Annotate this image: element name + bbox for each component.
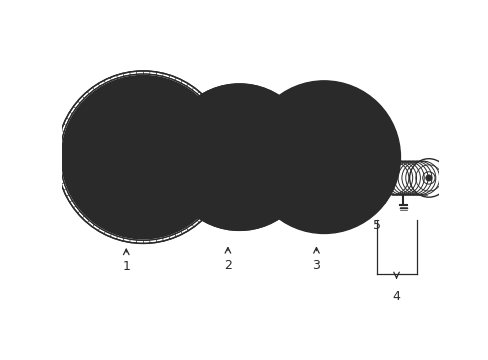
Circle shape: [235, 153, 243, 161]
Bar: [210, 170, 218, 177]
Text: 3: 3: [312, 259, 320, 272]
Text: 2: 2: [224, 259, 231, 272]
Bar: [250, 173, 258, 180]
Circle shape: [165, 83, 313, 231]
Circle shape: [61, 75, 225, 239]
Circle shape: [357, 159, 394, 197]
Bar: [254, 132, 262, 140]
Text: 5: 5: [372, 219, 380, 232]
Text: 1: 1: [122, 260, 130, 273]
Bar: [214, 129, 221, 137]
Text: 4: 4: [392, 289, 400, 303]
Circle shape: [246, 80, 400, 234]
Circle shape: [425, 175, 431, 181]
